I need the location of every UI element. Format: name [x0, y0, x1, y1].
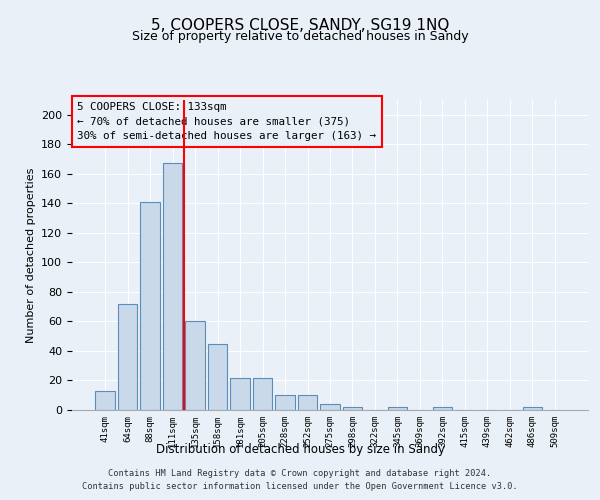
Bar: [95, 391, 115, 410]
Bar: [208, 344, 227, 410]
Bar: [320, 404, 340, 410]
Text: Distribution of detached houses by size in Sandy: Distribution of detached houses by size …: [155, 442, 445, 456]
Text: Contains public sector information licensed under the Open Government Licence v3: Contains public sector information licen…: [82, 482, 518, 491]
Text: 5 COOPERS CLOSE: 133sqm
← 70% of detached houses are smaller (375)
30% of semi-d: 5 COOPERS CLOSE: 133sqm ← 70% of detache…: [77, 102, 376, 141]
Bar: [230, 378, 250, 410]
Bar: [118, 304, 137, 410]
Bar: [433, 407, 452, 410]
Bar: [275, 395, 295, 410]
Bar: [253, 378, 272, 410]
Y-axis label: Number of detached properties: Number of detached properties: [26, 168, 35, 342]
Bar: [298, 395, 317, 410]
Bar: [388, 407, 407, 410]
Bar: [523, 407, 542, 410]
Text: 5, COOPERS CLOSE, SANDY, SG19 1NQ: 5, COOPERS CLOSE, SANDY, SG19 1NQ: [151, 18, 449, 32]
Text: Size of property relative to detached houses in Sandy: Size of property relative to detached ho…: [131, 30, 469, 43]
Bar: [343, 407, 362, 410]
Bar: [163, 164, 182, 410]
Bar: [185, 322, 205, 410]
Bar: [140, 202, 160, 410]
Text: Contains HM Land Registry data © Crown copyright and database right 2024.: Contains HM Land Registry data © Crown c…: [109, 468, 491, 477]
